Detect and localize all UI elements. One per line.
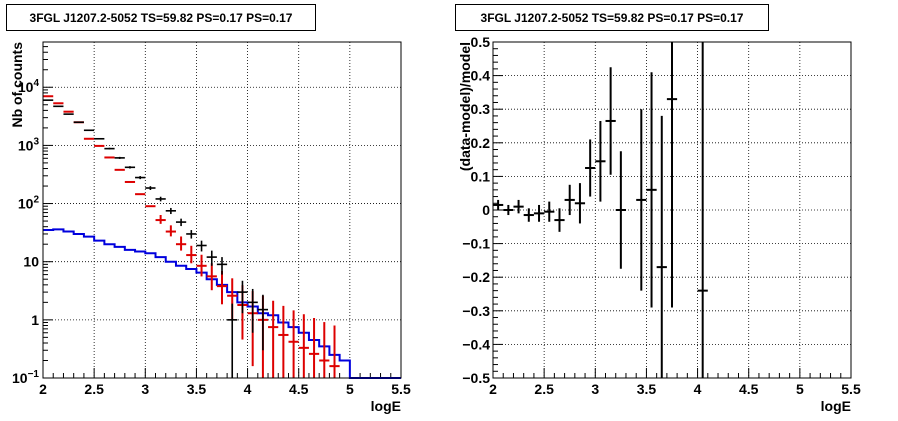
y-tick-label: 0.4 [471,68,491,84]
residual-point [585,139,596,197]
y-tick-label: 104 [18,78,40,95]
y-tick-label: 10−1 [12,369,39,386]
data-point [63,113,74,115]
x-tick-label: 2 [489,381,497,397]
data-point [206,250,217,266]
data-point [227,303,238,378]
x-axis-label: logE [821,398,851,414]
y-axis-label: (data-model)/model [457,42,473,171]
x-tick-label: 2 [39,381,47,397]
data-point [155,196,166,202]
x-tick-label: 4.5 [739,381,759,397]
data-point [165,207,176,215]
y-tick-label: 102 [18,195,40,212]
data-point [237,280,248,314]
model-point [278,305,289,378]
plot-frame [492,41,852,379]
y-tick-label: 0.5 [471,34,491,50]
y-tick-label: −0.3 [462,303,490,319]
x-tick-label: 2.5 [84,381,104,397]
data-point [257,294,269,351]
x-tick-label: 5 [346,381,354,397]
residual-point [554,208,565,232]
model-point [206,263,217,291]
x-tick-label: 5 [796,381,804,397]
x-tick-label: 5.5 [391,381,411,397]
residual-point [574,183,586,224]
residual-point [666,42,678,308]
plot-area [43,42,401,378]
data-point [186,230,197,239]
data-point [247,288,258,333]
right-chart-panel: 2 2.5 3 3.5 4 4.5 5 5.5 −0.5 −0.4 −0.3 −0.2 −0.1 0 0.1… [457,34,861,414]
data-point [83,129,95,132]
data-point [73,121,84,124]
x-tick-label: 5.5 [841,381,861,397]
left-chart-panel: 2 2.5 3 3.5 4 4.5 5 5.5 10−1 1 10 102 103 104 logE Nb o… [9,41,411,414]
data-point [135,176,146,180]
y-tick-label: 0 [482,202,490,218]
y-tick-label: 0.1 [471,168,491,184]
y-axis-label: Nb of counts [9,42,25,128]
left-chart-title: 3FGL J1207.2-5052 TS=59.82 PS=0.17 PS=0.… [6,4,316,31]
model-point [288,310,299,378]
x-axis-label: logE [371,398,401,414]
model-point [298,314,309,378]
y-tick-label: −0.1 [462,236,490,252]
model-point [186,245,197,264]
residual-point [564,184,575,216]
y-tick-label: 0.2 [471,135,491,151]
residual-point [595,120,606,202]
y-tick-label: 0.3 [471,101,491,117]
residual-point [646,72,657,308]
x-tick-label: 4.5 [289,381,309,397]
model-point [268,300,279,378]
data-point [94,137,105,140]
data-point [216,257,228,275]
y-tick-label: −0.5 [462,370,490,386]
y-tick-label: −0.2 [462,269,490,285]
data-point [53,105,64,108]
residual-point [636,109,647,291]
residual-point [615,151,626,269]
y-tick-label: 1 [31,312,39,328]
residual-point [544,201,555,222]
data-point [124,166,136,169]
model-point [155,215,166,224]
data-point [145,186,156,191]
residual-point [523,208,534,222]
data-point [175,218,187,227]
y-tick-label: −0.4 [462,336,490,352]
residual-point [503,204,514,216]
residual-point [493,199,504,210]
model-point [196,254,207,277]
x-tick-label: 3.5 [187,381,207,397]
residual-point [533,204,545,222]
x-tick-label: 3.5 [637,381,657,397]
residual-point [605,67,616,175]
model-point [329,325,340,378]
model-point [319,322,330,378]
x-tick-label: 3 [591,381,599,397]
residual-point [697,42,708,378]
model-point [216,271,228,305]
data-point [43,99,54,101]
model-point [308,318,320,378]
x-tick-label: 4 [244,381,252,397]
data-point [104,147,115,150]
residual-point [513,199,524,214]
y-tick-label: 103 [18,136,40,153]
model-point [165,225,176,237]
residual-point [656,115,667,378]
y-tick-label: 10 [23,254,39,270]
x-tick-label: 2.5 [534,381,554,397]
model-point [175,236,187,251]
data-point [114,156,125,159]
x-tick-label: 3 [141,381,149,397]
data-point [196,240,207,252]
right-chart-title: 3FGL J1207.2-5052 TS=59.82 PS=0.17 PS=0.… [455,4,769,31]
x-tick-label: 4 [694,381,702,397]
plot-frame [42,41,402,379]
